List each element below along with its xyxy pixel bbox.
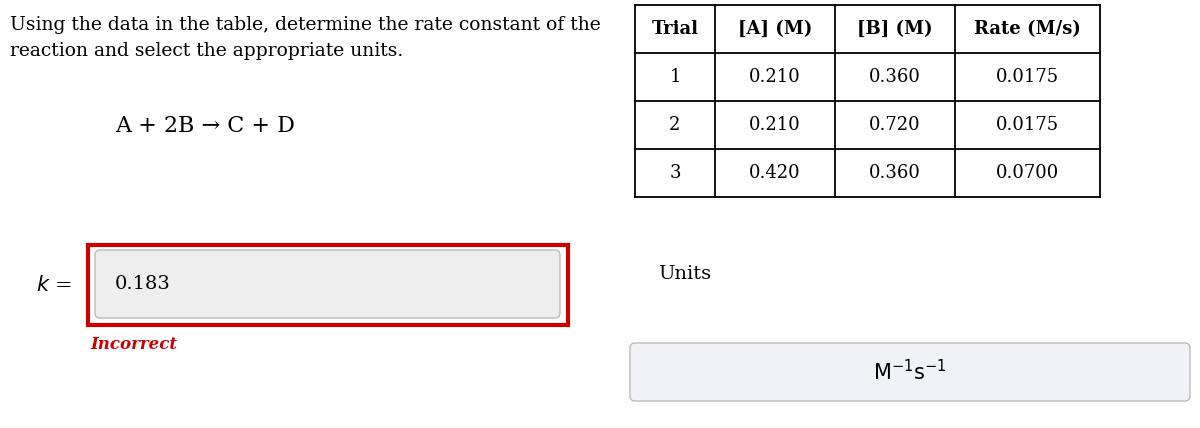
Text: Units: Units xyxy=(658,265,712,283)
FancyBboxPatch shape xyxy=(630,343,1190,401)
Text: 0.360: 0.360 xyxy=(869,164,920,182)
Text: 0.0175: 0.0175 xyxy=(996,116,1060,134)
FancyBboxPatch shape xyxy=(95,250,560,318)
Text: Trial: Trial xyxy=(652,20,698,38)
Text: 1: 1 xyxy=(670,68,680,86)
Text: 3: 3 xyxy=(670,164,680,182)
Text: A + 2B → C + D: A + 2B → C + D xyxy=(115,115,295,137)
Text: $\mathrm{M^{-1}s^{-1}}$: $\mathrm{M^{-1}s^{-1}}$ xyxy=(874,360,947,385)
Text: 0.720: 0.720 xyxy=(869,116,920,134)
Text: [B] (M): [B] (M) xyxy=(857,20,932,38)
Text: 0.210: 0.210 xyxy=(749,68,800,86)
Text: 0.420: 0.420 xyxy=(749,164,800,182)
Text: Rate (M/s): Rate (M/s) xyxy=(974,20,1081,38)
Text: 0.0175: 0.0175 xyxy=(996,68,1060,86)
Text: [A] (M): [A] (M) xyxy=(738,20,812,38)
Text: 0.0700: 0.0700 xyxy=(996,164,1060,182)
Text: 0.210: 0.210 xyxy=(749,116,800,134)
Text: 0.183: 0.183 xyxy=(115,275,170,293)
Text: $k$ =: $k$ = xyxy=(36,275,72,295)
Text: 0.360: 0.360 xyxy=(869,68,920,86)
Text: reaction and select the appropriate units.: reaction and select the appropriate unit… xyxy=(10,42,403,60)
Text: Incorrect: Incorrect xyxy=(90,336,178,353)
FancyBboxPatch shape xyxy=(88,245,568,325)
Text: 2: 2 xyxy=(670,116,680,134)
Text: Using the data in the table, determine the rate constant of the: Using the data in the table, determine t… xyxy=(10,16,601,34)
